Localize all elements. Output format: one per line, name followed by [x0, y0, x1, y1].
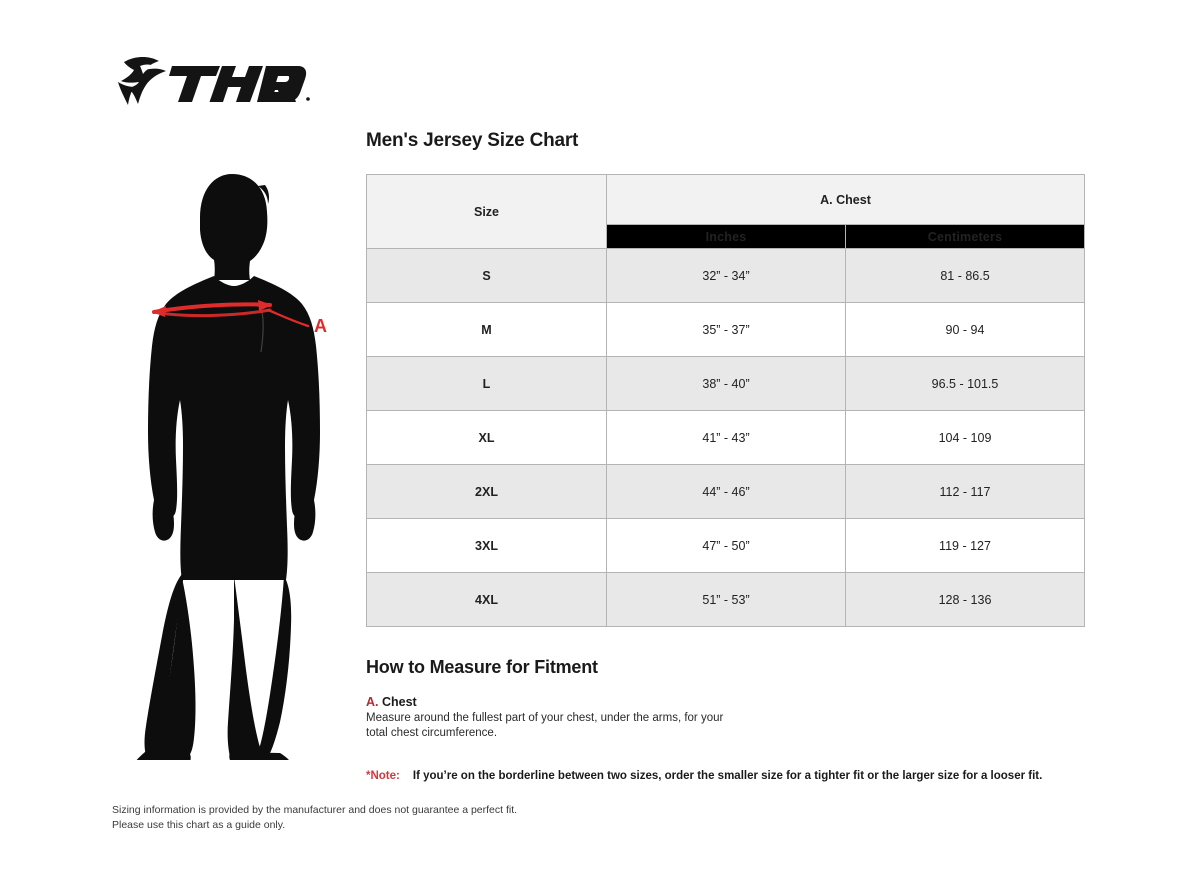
how-to-measure-section: How to Measure for Fitment A. Chest Meas…: [366, 657, 1086, 741]
thor-helmet-icon: [118, 56, 166, 105]
cell-centimeters: 104 - 109: [844, 410, 1086, 465]
table-row: M 35” - 37” 90 - 94: [366, 302, 1086, 357]
cell-inches: 35” - 37”: [606, 302, 846, 357]
table-row: S 32” - 34” 81 - 86.5: [366, 248, 1086, 303]
table-row: 3XL 47” - 50” 119 - 127: [366, 518, 1086, 573]
cell-size: M: [366, 302, 607, 357]
chest-measure-arrow: [152, 300, 310, 353]
table-row: XL 41” - 43” 104 - 109: [366, 410, 1086, 465]
column-header-inches: Inches: [606, 224, 846, 249]
cell-inches: 51” - 53”: [606, 572, 846, 627]
measure-desc-line2: total chest circumference.: [366, 727, 498, 739]
cell-centimeters: 90 - 94: [844, 302, 1086, 357]
table-row: 4XL 51” - 53” 128 - 136: [366, 572, 1086, 627]
cell-inches: 44” - 46”: [606, 464, 846, 519]
thor-logo: [112, 52, 312, 114]
table-row: L 38” - 40” 96.5 - 101.5: [366, 356, 1086, 411]
column-header-size: Size: [366, 174, 607, 249]
note-text: If you’re on the borderline between two …: [412, 770, 1043, 782]
column-header-chest-group: A. Chest: [605, 174, 1086, 225]
note-label: *Note:: [366, 770, 400, 782]
cell-centimeters: 119 - 127: [844, 518, 1086, 573]
measure-item-chest-description: Measure around the fullest part of your …: [366, 711, 786, 741]
cell-size: S: [366, 248, 607, 303]
cell-size: 3XL: [366, 518, 607, 573]
cell-size: 4XL: [366, 572, 607, 627]
table-header-row-units: Inches Centimeters: [367, 224, 1086, 249]
cell-centimeters: 81 - 86.5: [844, 248, 1086, 303]
disclaimer-line-2: Please use this chart as a guide only.: [112, 819, 286, 831]
cell-centimeters: 96.5 - 101.5: [844, 356, 1086, 411]
cell-centimeters: 128 - 136: [844, 572, 1086, 627]
thor-wordmark-r: [257, 66, 302, 102]
table-body: S 32” - 34” 81 - 86.5 M 35” - 37” 90 - 9…: [366, 248, 1086, 627]
column-header-centimeters: Centimeters: [844, 224, 1086, 249]
note-line: *Note: If you’re on the borderline betwee…: [366, 770, 1042, 782]
registered-mark: [306, 97, 310, 101]
table-header-row-group: Size A. Chest: [366, 174, 1086, 249]
cell-inches: 47” - 50”: [606, 518, 846, 573]
measure-item-letter: A.: [366, 695, 379, 709]
page-title: Men's Jersey Size Chart: [366, 130, 579, 151]
measure-item-name: Chest: [378, 695, 417, 709]
size-chart-table: Size A. Chest Inches Centimeters S 32” -…: [366, 174, 1086, 627]
cell-size: XL: [366, 410, 607, 465]
cell-inches: 32” - 34”: [606, 248, 846, 303]
cell-size: 2XL: [366, 464, 607, 519]
table-row: 2XL 44” - 46” 112 - 117: [366, 464, 1086, 519]
disclaimer: Sizing information is provided by the ma…: [112, 803, 517, 833]
cell-size: L: [366, 356, 607, 411]
body-silhouette-illustration: A: [118, 160, 348, 778]
table-head: Size A. Chest Inches Centimeters: [366, 174, 1086, 249]
male-silhouette-icon: [132, 174, 320, 778]
measure-item-chest-title: A. Chest: [366, 695, 1086, 709]
cell-inches: 38” - 40”: [606, 356, 846, 411]
size-chart-content: Men's Jersey Size Chart Size A. Chest In…: [366, 130, 1086, 741]
how-to-measure-heading: How to Measure for Fitment: [366, 657, 598, 677]
cell-centimeters: 112 - 117: [844, 464, 1086, 519]
chest-callout-label: A: [314, 316, 327, 336]
measure-desc-line1: Measure around the fullest part of your …: [366, 712, 724, 724]
disclaimer-line-1: Sizing information is provided by the ma…: [112, 804, 518, 816]
cell-inches: 41” - 43”: [606, 410, 846, 465]
